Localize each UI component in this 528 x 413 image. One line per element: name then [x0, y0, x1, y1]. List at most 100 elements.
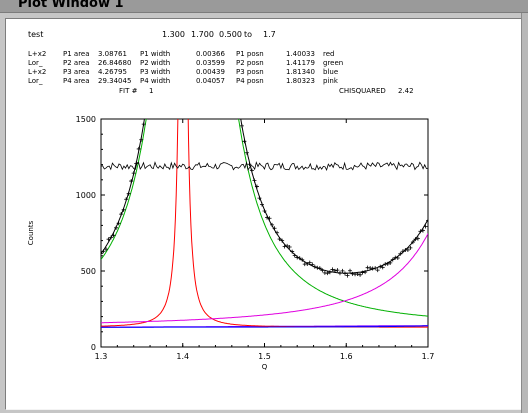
peak-area: 3.08761: [98, 50, 127, 58]
peak-color-name: blue: [323, 68, 338, 76]
data-point: [373, 266, 378, 271]
data-point: [139, 137, 144, 142]
peak-width: 0.00366: [196, 50, 225, 58]
data-points: [101, 22, 428, 278]
chisquared-value: 2.42: [398, 87, 414, 95]
peak-width-label: P4 width: [140, 77, 170, 85]
header-name: test: [28, 30, 43, 39]
window-right-edge[interactable]: [521, 13, 528, 413]
header-to-value: 1.7: [263, 30, 276, 39]
data-point: [101, 251, 103, 256]
data-point: [317, 266, 322, 271]
data-point: [124, 197, 129, 202]
data-point: [378, 264, 383, 269]
data-point: [290, 249, 295, 254]
fit-label: FIT #: [119, 87, 138, 95]
data-point: [325, 271, 330, 276]
y-tick-label: 1500: [76, 115, 96, 124]
plot-canvas[interactable]: test 1.300 1.700 0.500 to 1.7 L+x2 P1 ar…: [5, 18, 525, 410]
data-point: [116, 221, 121, 226]
data-point: [249, 168, 254, 173]
data-point: [348, 268, 353, 273]
data-point: [104, 247, 109, 252]
data-point: [230, 51, 234, 55]
data-point: [106, 237, 111, 242]
data-point: [375, 268, 380, 273]
data-point: [423, 224, 428, 229]
window-titlebar[interactable]: Plot Window 1: [0, 0, 528, 13]
data-point: [136, 146, 141, 151]
data-point: [129, 179, 134, 184]
data-point: [272, 226, 277, 231]
data-point: [342, 271, 347, 276]
data-point: [101, 249, 106, 254]
data-point: [388, 260, 393, 265]
data-point: [312, 264, 317, 269]
data-point: [332, 268, 337, 273]
residual-line: [101, 161, 428, 171]
peak-p4-line: [101, 233, 428, 324]
peak-posn-label: P2 posn: [236, 59, 264, 67]
data-point: [310, 262, 315, 267]
data-point: [275, 230, 280, 235]
peak-posn-label: P1 posn: [236, 50, 264, 58]
peak-type: Lor_: [28, 77, 43, 85]
peak-width: 0.03599: [196, 59, 225, 67]
data-point: [242, 139, 247, 144]
peak-area: 29.34045: [98, 77, 131, 85]
peak-p3-line: [101, 325, 428, 328]
peak-area: 4.26795: [98, 68, 127, 76]
data-point: [300, 257, 305, 262]
data-point: [405, 247, 410, 252]
peak-posn: 1.41179: [286, 59, 315, 67]
fit-number: 1: [149, 87, 153, 95]
data-point: [154, 22, 158, 26]
peak-area: 26.84680: [98, 59, 131, 67]
data-point: [360, 270, 365, 275]
chisquared-label: CHISQUARED: [339, 87, 386, 95]
y-axis-label: Counts: [27, 220, 35, 245]
data-point: [111, 233, 116, 238]
header-to-label: to: [244, 30, 252, 39]
data-point: [420, 228, 425, 233]
data-point: [126, 191, 131, 196]
data-point: [280, 238, 285, 243]
data-point: [330, 267, 335, 272]
x-tick-label: 1.4: [176, 352, 189, 361]
data-point: [358, 272, 363, 277]
data-point: [259, 202, 264, 207]
data-point: [390, 257, 395, 262]
data-point: [297, 256, 302, 261]
peak-posn-label: P4 posn: [236, 77, 264, 85]
data-point: [408, 245, 413, 250]
x-axis-label: Q: [262, 363, 268, 371]
data-point: [320, 268, 325, 273]
data-point: [114, 225, 119, 230]
peak-posn-label: P3 posn: [236, 68, 264, 76]
x-tick-label: 1.5: [258, 352, 271, 361]
data-point: [257, 196, 262, 201]
peak-type: L+x2: [28, 68, 46, 76]
data-point: [345, 273, 350, 278]
peak-posn: 1.80323: [286, 77, 315, 85]
data-point: [141, 122, 146, 127]
plot-area: [100, 118, 429, 348]
peak-area-label: P2 area: [63, 59, 90, 67]
peak-p2-line: [101, 119, 428, 317]
data-point: [292, 253, 297, 258]
data-point: [355, 272, 360, 277]
x-tick-label: 1.7: [422, 352, 435, 361]
data-point: [340, 268, 345, 273]
peak-row: L+x2 P1 area 3.08761 P1 width 0.00366 P1…: [28, 50, 334, 58]
data-point: [307, 260, 312, 265]
peak-color-name: pink: [323, 77, 339, 85]
data-point: [398, 251, 403, 256]
fit-plot: test 1.300 1.700 0.500 to 1.7 L+x2 P1 ar…: [27, 22, 435, 371]
y-tick-label: 1000: [76, 191, 96, 200]
peak-type: Lor_: [28, 59, 43, 67]
data-point: [282, 244, 287, 249]
peak-width: 0.04057: [196, 77, 225, 85]
data-point: [239, 123, 244, 128]
data-point: [415, 236, 420, 241]
data-point: [244, 150, 249, 155]
